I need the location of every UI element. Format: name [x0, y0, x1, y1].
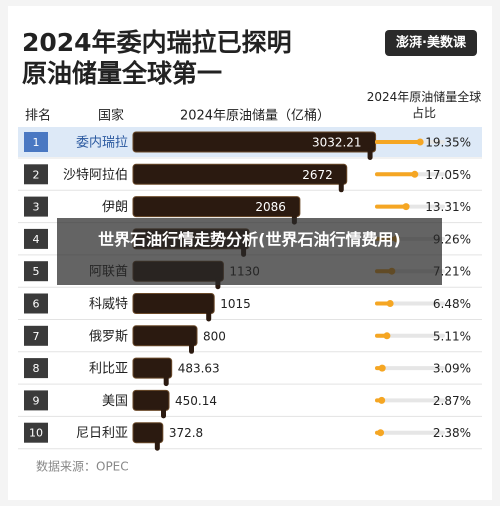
share-label: 19.35%	[425, 136, 471, 150]
series-header: 2024年原油储量全球占比	[366, 90, 482, 120]
bar-drip	[206, 309, 212, 322]
rank: 9	[33, 394, 40, 407]
share-label: 7.21%	[433, 265, 471, 279]
value-label: 450.14	[175, 394, 217, 408]
bar	[132, 325, 198, 347]
value-label: 483.63	[178, 362, 220, 376]
rank: 7	[33, 330, 40, 343]
category-label: 俄罗斯	[89, 329, 128, 344]
rank: 2	[33, 168, 40, 181]
share-dot	[378, 364, 386, 372]
rank-box	[24, 196, 48, 217]
category-label: 美国	[102, 394, 128, 409]
share-dot	[402, 203, 410, 211]
rank-box	[24, 164, 48, 185]
share-dot	[383, 332, 391, 340]
share-track	[375, 398, 445, 403]
share-bar	[375, 204, 407, 209]
share-label: 3.09%	[433, 362, 471, 376]
rank-box	[24, 325, 48, 346]
rank: 1	[33, 136, 40, 149]
rank-box	[24, 228, 48, 249]
source: 数据来源：OPEC	[36, 459, 129, 474]
value-label: 800	[203, 329, 226, 343]
rank: 4	[33, 233, 40, 246]
share-bar	[375, 301, 391, 306]
category-label: 尼日利亚	[76, 426, 128, 441]
rank: 5	[33, 265, 40, 278]
share-label: 5.11%	[433, 329, 471, 343]
share-label: 2.38%	[433, 426, 471, 440]
rank-box	[24, 358, 48, 379]
bar	[132, 357, 173, 379]
series-header: 2024年原油储量（亿桶）	[180, 109, 330, 124]
logo: 澎湃·美数课	[396, 35, 467, 51]
bar	[132, 422, 164, 444]
bar-drip	[338, 180, 344, 193]
bar-drip	[189, 341, 194, 354]
share-dot	[378, 396, 386, 404]
share-dot	[386, 300, 394, 307]
share-label: 17.05%	[425, 168, 471, 182]
bar	[132, 293, 215, 314]
category-label: 伊朗	[102, 200, 128, 215]
share-bar	[375, 172, 415, 177]
title-line: 原油储量全球第一	[22, 59, 222, 88]
bar	[132, 389, 170, 411]
bar	[132, 196, 301, 218]
value-label: 1015	[220, 297, 251, 311]
value-label: 3032.21	[312, 136, 362, 150]
bar-drip	[161, 406, 167, 419]
rank-box	[24, 132, 48, 152]
rank-box	[24, 261, 48, 282]
logo-box	[385, 30, 477, 56]
value-label: 372.8	[169, 426, 203, 440]
rank-header: 排名	[25, 108, 51, 124]
category-label: 委内瑞拉	[76, 135, 128, 151]
category-label: 科威特	[89, 297, 128, 312]
share-dot	[411, 170, 419, 178]
category-header: 国家	[98, 108, 124, 124]
category-label: 沙特阿拉伯	[63, 168, 128, 183]
share-label: 2.87%	[433, 394, 471, 408]
share-label: 13.31%	[425, 200, 471, 214]
value-label: 2086	[255, 200, 286, 214]
share-dot	[416, 138, 424, 146]
rank-box	[24, 390, 48, 411]
share-label: 6.48%	[433, 297, 471, 311]
share-track	[375, 333, 445, 338]
share-label: 9.26%	[433, 232, 471, 246]
category-label: 利比亚	[89, 362, 128, 377]
bar-drip	[163, 374, 169, 387]
rank: 3	[33, 201, 40, 214]
rank: 10	[29, 427, 43, 440]
overlay-caption: 世界石油行情走势分析(世界石油行情费用)	[57, 218, 442, 285]
rank-box	[24, 422, 48, 443]
bar-drip	[154, 438, 160, 451]
share-track	[375, 430, 445, 435]
rank-box	[24, 293, 48, 314]
value-label: 2672	[302, 168, 333, 182]
share-dot	[377, 429, 385, 437]
share-bar	[375, 140, 421, 144]
bar	[132, 163, 348, 185]
title-line: 2024年委内瑞拉已探明	[22, 28, 292, 57]
bar-drip	[367, 148, 373, 160]
share-track	[375, 366, 445, 371]
rank: 6	[33, 298, 40, 311]
rank: 8	[33, 362, 40, 375]
